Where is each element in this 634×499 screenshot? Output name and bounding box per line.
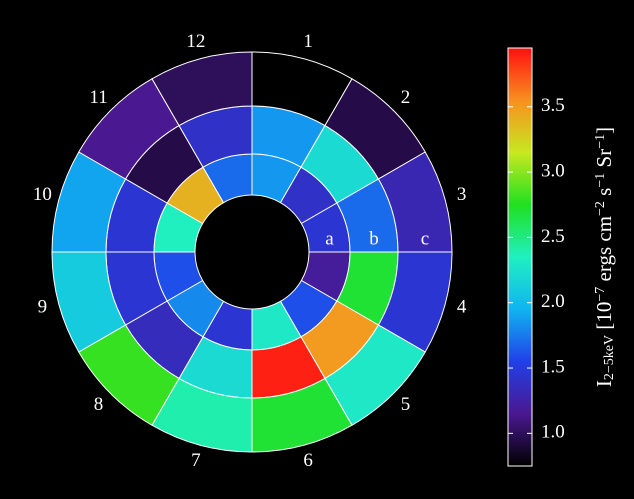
sector-label: 3 <box>457 184 467 205</box>
sector-label: 4 <box>457 297 467 318</box>
colorbar-label: I2−5keV [10−7 ergs cm−2 s−1 Sr−1] <box>592 127 618 387</box>
sector-label: 11 <box>89 87 107 108</box>
ring-label: c <box>421 228 429 249</box>
colorbar-label-part: −7 <box>593 287 608 302</box>
colorbar-label-part: ergs cm <box>592 216 616 287</box>
sector-label: 5 <box>401 394 411 415</box>
sector-label: 7 <box>191 450 201 471</box>
colorbar-tick-label: 3.5 <box>541 95 565 116</box>
colorbar-label-part: I <box>592 380 616 387</box>
ring-label: b <box>369 228 379 249</box>
colorbar-label-part: 2−5keV <box>602 335 617 380</box>
colorbar-label-part: −1 <box>593 173 608 188</box>
sector-label: 9 <box>38 297 48 318</box>
sector-label: 1 <box>303 31 313 52</box>
colorbar-label-part: −1 <box>593 134 608 149</box>
colorbar-label-part: [10 <box>592 302 616 335</box>
ring-label: a <box>325 228 334 249</box>
colorbar-tick-label: 1.5 <box>541 356 565 377</box>
sector-label: 10 <box>33 184 52 205</box>
colorbar-label-part: Sr <box>592 149 616 173</box>
colorbar-label-part: ] <box>592 127 616 134</box>
sector-label: 12 <box>186 31 205 52</box>
colorbar <box>507 47 533 467</box>
colorbar-tick-label: 2.0 <box>541 291 565 312</box>
colorbar-tick-label: 1.0 <box>541 422 565 443</box>
sector-label: 6 <box>303 450 313 471</box>
colorbar-tick-label: 3.0 <box>541 160 565 181</box>
colorbar-label-part: s <box>592 188 616 201</box>
colorbar-tick-label: 2.5 <box>541 226 565 247</box>
colorbar-label-part: −2 <box>593 201 608 216</box>
sector-label: 8 <box>94 394 104 415</box>
cell <box>151 51 253 127</box>
sector-label: 2 <box>401 87 411 108</box>
